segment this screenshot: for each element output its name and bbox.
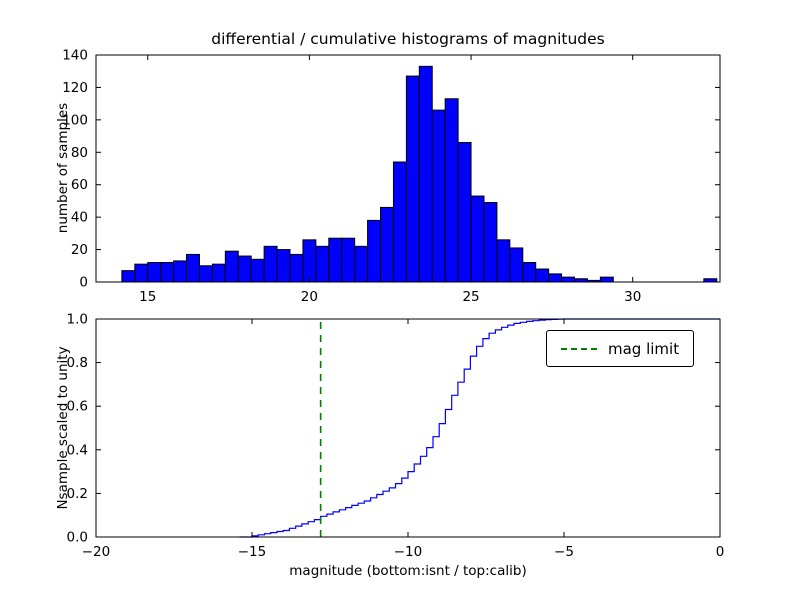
histogram-bar [392,161,407,283]
legend-label: mag limit [608,339,680,358]
x-tick-label: 20 [301,289,318,305]
histogram-bar [418,65,433,283]
histogram-bar [315,245,330,283]
histogram-bar [263,245,278,283]
histogram-bar [160,262,175,283]
y-tick-label: 120 [62,80,88,96]
y-tick-label: 20 [71,242,88,258]
cumulative-step-line [239,318,720,538]
histogram-bar [561,276,576,283]
x-tick-label: −20 [82,544,111,560]
histogram-bar [457,142,472,283]
histogram-bar [276,249,291,283]
histogram-bar [173,260,188,283]
x-tick-label: −15 [238,544,267,560]
x-tick-label: 25 [462,289,479,305]
histogram-bar [405,75,420,283]
histogram-bar [496,239,511,283]
y-tick-label: 0.6 [67,399,88,415]
axes-frame [95,54,721,283]
mag-limit-line-sample-icon [561,347,597,350]
top-histogram-plot: 15 20 25 30 0 20 40 60 80 100 120 140 [62,48,721,305]
x-axis-label: magnitude (bottom:isnt / top:calib) [289,563,527,579]
histogram-bar [483,202,498,283]
histogram-bar [302,239,317,283]
histogram-bar [354,245,369,283]
histogram-bar [444,98,459,283]
histogram-bar [548,273,563,283]
figure-title: differential / cumulative histograms of … [211,30,605,48]
x-tick-label: 30 [624,289,641,305]
axes-frame [95,318,721,538]
histogram-bar [470,195,485,283]
histogram-bar [121,270,136,283]
bottom-cumulative-plot: −20 −15 −10 −5 0 0.0 0.2 0.4 0.6 0.8 1.0 [67,312,725,561]
histogram-bar [367,219,382,283]
histogram-bar [237,255,252,283]
histogram-bar [211,263,226,283]
histogram-bar [198,265,213,283]
y-tick-label: 0.2 [67,486,88,502]
y-tick-label: 100 [62,112,88,128]
histogram-bar [522,262,537,283]
y-tick-label: 80 [71,145,88,161]
y-tick-label: 0.8 [67,355,88,371]
histogram-bar [147,262,162,283]
y-tick-label: 140 [62,48,88,64]
histogram-bar [134,263,149,283]
x-tick-label: −10 [394,544,423,560]
histogram-bar [289,253,304,283]
y-tick-label: 0.0 [67,530,88,546]
histogram-bar [341,237,356,283]
histogram-bar [328,237,343,283]
histogram-bar [250,258,265,283]
histogram-bar [224,250,239,283]
legend-box: mag limit [546,330,695,367]
histogram-bar [509,247,524,283]
y-tick-label: 0 [79,275,88,291]
y-tick-label: 1.0 [67,312,88,328]
histogram-bar [186,253,200,283]
bottom-y-axis-label: Nsample scaled to unity [55,346,71,510]
histogram-bar [599,276,614,283]
x-tick-label: 15 [139,289,156,305]
histogram-bar [431,109,446,283]
histogram-bar [535,268,550,283]
x-tick-label: 0 [716,544,725,560]
top-y-axis-label: number of samples [55,102,71,234]
y-tick-label: 40 [71,210,88,226]
x-tick-label: −5 [554,544,574,560]
histogram-bar [380,206,394,283]
y-tick-label: 0.4 [67,442,88,458]
y-tick-label: 60 [71,177,88,193]
